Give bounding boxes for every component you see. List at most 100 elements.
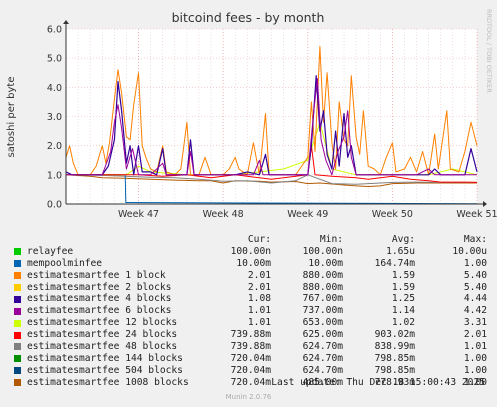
legend-avg: 903.02m [374,329,415,341]
legend-max: 1.00 [463,257,487,269]
legend-item: estimatesmartfee 6 blocks 1.01 737.00m 1.14… [14,305,487,317]
legend-cur: 1.01 [247,305,271,317]
legend-item: estimatesmartfee 24 blocks 739.88m 625.00m… [14,329,487,341]
legend-header: Cur: Min: Avg: Max: [14,234,487,246]
munin-version: Munin 2.0.76 [225,393,272,401]
legend-item: estimatesmartfee 504 blocks 720.04m 624.70… [14,365,487,377]
legend-min: 880.00m [302,269,343,281]
series-line [65,46,478,176]
legend-min: 100.00n [302,245,343,257]
legend-min: 737.00m [302,305,343,317]
legend-item: mempoolminfee 10.00m 10.00m 164.74m 1.00 [14,258,487,270]
legend-swatch [14,331,21,339]
legend-min: 880.00m [302,281,343,293]
legend-item: estimatesmartfee 48 blocks 739.88m 624.70m… [14,341,487,353]
legend-swatch [14,272,21,280]
legend-swatch [14,343,21,351]
legend-max: 4.42 [463,305,487,317]
legend-name: estimatesmartfee 6 blocks [27,305,172,317]
y-tick-label: 1.0 [47,170,62,181]
legend-cur: 739.88m [230,329,271,341]
series-line [66,78,477,176]
legend-avg: 1.65u [386,245,415,257]
legend-name: estimatesmartfee 2 blocks [27,281,172,293]
legend-min: 624.70m [302,364,343,376]
legend-max: 3.31 [463,317,487,329]
brand-label: RRDTOOL / TOBI OETIKER [485,9,493,93]
legend-name: relayfee [27,245,74,257]
legend-item: relayfee 100.00n 100.00n 1.65u 10.00u [14,246,487,258]
legend-cur: 100.00n [230,245,271,257]
last-update: Last update: Thu Dec 18 15:00:43 2025 [271,377,485,388]
legend-avg: 778.93m [374,376,415,388]
legend-avg: 798.85m [374,364,415,376]
legend-name: estimatesmartfee 144 blocks [27,352,183,364]
y-tick-labels: 0.0 1.0 2.0 3.0 4.0 5.0 6.0 [47,25,62,211]
x-tick-label: Week 51 [456,209,497,220]
legend-swatch [14,355,21,363]
y-axis-arrow [63,20,69,24]
x-tick-label: Week 47 [118,209,159,220]
legend-name: estimatesmartfee 12 blocks [27,317,178,329]
legend-min: 625.00m [302,329,343,341]
legend-item: estimatesmartfee 4 blocks 1.08 767.00m 1.25… [14,293,487,305]
legend-cur: 2.01 [247,281,271,293]
y-tick-label: 6.0 [47,25,62,36]
legend-name: estimatesmartfee 24 blocks [27,329,178,341]
y-tick-label: 3.0 [47,112,62,123]
legend-avg: 1.02 [391,317,415,329]
legend-avg: 798.85m [374,352,415,364]
legend-min: 624.70m [302,352,343,364]
legend-cur: 720.04m [230,364,271,376]
legend-avg: 1.59 [391,269,415,281]
axes [63,20,487,207]
x-tick-label: Week 48 [203,209,244,220]
legend-header-max: Max: [463,234,487,245]
legend-name: estimatesmartfee 1008 blocks [27,376,189,388]
legend-header-min: Min: [319,234,343,245]
y-tick-label: 0.0 [47,200,62,211]
legend: Cur: Min: Avg: Max: relayfee 100.00n 100.0… [14,234,487,389]
legend-name: estimatesmartfee 4 blocks [27,293,172,305]
x-tick-label: Week 50 [372,209,413,220]
legend-max: 2.01 [463,329,487,341]
legend-swatch [14,367,21,375]
y-tick-label: 5.0 [47,54,62,65]
x-tick-labels: Week 47 Week 48 Week 49 Week 50 Week 51 [118,209,497,220]
legend-swatch [14,379,21,387]
legend-max: 1.00 [463,364,487,376]
y-tick-label: 4.0 [47,83,62,94]
legend-name: mempoolminfee [27,257,103,269]
legend-avg: 838.99m [374,341,415,353]
legend-swatch [14,260,21,268]
legend-item: estimatesmartfee 1008 blocks 720.04m 485.0… [14,377,487,389]
x-tick-label: Week 49 [287,209,328,220]
legend-max: 4.44 [463,293,487,305]
legend-cur: 1.08 [247,293,271,305]
legend-cur: 720.04m [230,376,271,388]
legend-avg: 1.25 [391,293,415,305]
legend-avg: 1.14 [391,305,415,317]
legend-max: 1.00 [463,376,487,388]
legend-cur: 2.01 [247,269,271,281]
legend-avg: 1.59 [391,281,415,293]
legend-item: estimatesmartfee 2 blocks 2.01 880.00m 1.59… [14,282,487,294]
series-lines [65,46,478,205]
legend-max: 5.40 [463,281,487,293]
y-tick-label: 2.0 [47,141,62,152]
legend-item: estimatesmartfee 12 blocks 1.01 653.00m 1.0… [14,317,487,329]
legend-header-cur: Cur: [247,234,271,245]
legend-min: 624.70m [302,341,343,353]
legend-max: 10.00u [452,245,487,257]
y-axis-label: satoshi per byte [6,76,17,157]
legend-min: 10.00m [308,257,343,269]
legend-swatch [14,284,21,291]
legend-swatch [14,319,21,327]
legend-rows: relayfee 100.00n 100.00n 1.65u 10.00u mempool… [14,246,487,389]
legend-avg: 164.74m [374,257,415,269]
legend-swatch [14,295,21,303]
legend-cur: 10.00m [236,257,271,269]
legend-swatch [14,307,21,315]
legend-cur: 1.01 [247,317,271,329]
